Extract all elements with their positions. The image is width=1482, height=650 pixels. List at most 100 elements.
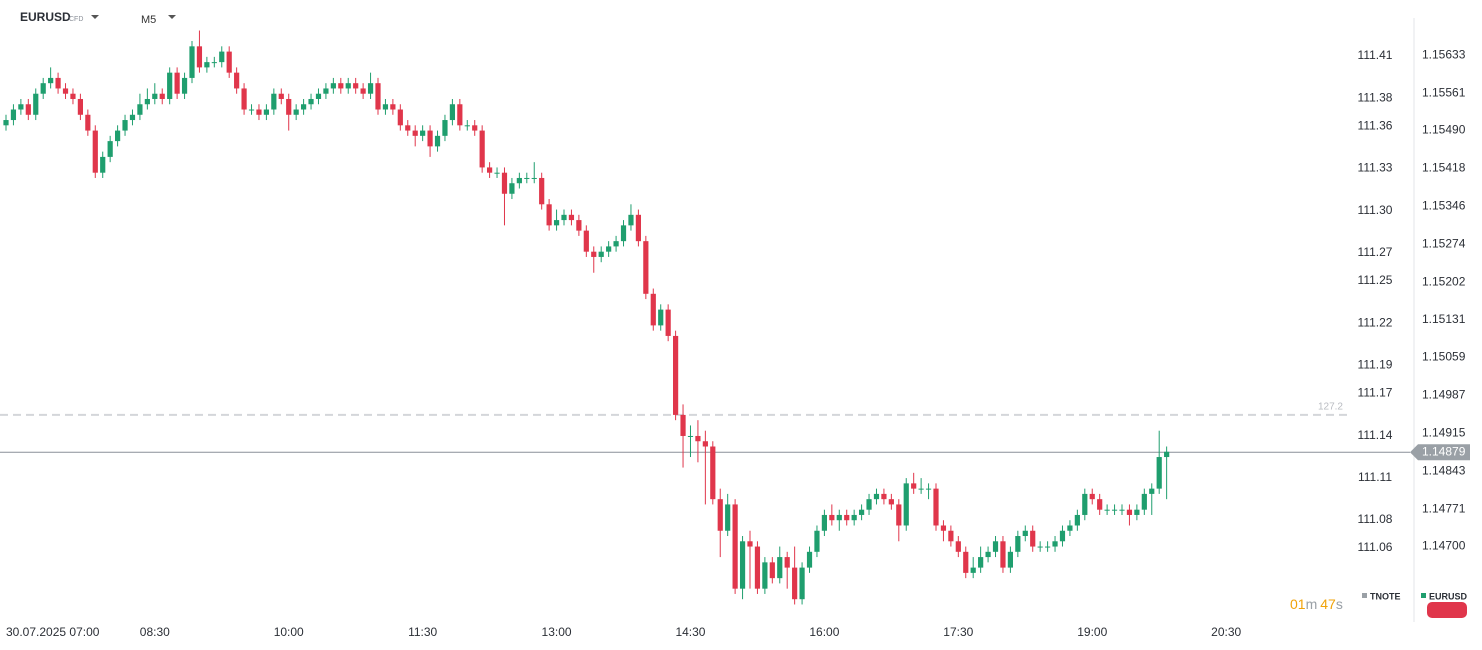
candle-body xyxy=(806,551,813,568)
y-tick-label: 1.14915 xyxy=(1422,426,1466,440)
candle-body xyxy=(1074,514,1080,526)
candle-body xyxy=(248,109,255,111)
candle-body xyxy=(531,177,537,179)
candle-body xyxy=(687,435,694,437)
candle-body xyxy=(420,130,426,136)
candle-body xyxy=(278,93,284,99)
candle-body xyxy=(479,130,485,168)
y-tick-label: 1.15346 xyxy=(1422,199,1466,213)
candle-body xyxy=(665,309,671,336)
candle-body xyxy=(330,83,336,89)
candle-body xyxy=(1089,493,1095,500)
y-tick-label: 1.14700 xyxy=(1422,539,1466,553)
candle-body xyxy=(955,541,961,552)
reference-label: 127.2 xyxy=(1318,402,1343,413)
candle-body xyxy=(457,104,463,126)
x-tick-label: 14:30 xyxy=(675,625,705,639)
candle-body xyxy=(516,177,522,184)
candle-body xyxy=(866,499,872,510)
candle-body xyxy=(509,183,515,194)
candle-body xyxy=(710,446,716,500)
y2-tick-label: 111.17 xyxy=(1358,386,1393,400)
candle-body xyxy=(613,241,619,247)
candle-body xyxy=(293,109,299,115)
x-tick-label: 20:30 xyxy=(1211,625,1241,639)
countdown-seconds: 47 xyxy=(1320,596,1336,612)
candle-body xyxy=(152,93,158,99)
countdown-minutes-unit: m xyxy=(1306,596,1318,612)
timeframe-dropdown[interactable] xyxy=(168,15,176,19)
candle-body xyxy=(524,177,530,179)
candle-body xyxy=(174,72,180,94)
candle-body xyxy=(777,557,783,579)
candle-body xyxy=(568,214,575,221)
candle-body xyxy=(427,130,433,147)
candle-body xyxy=(1111,509,1118,511)
candle-body xyxy=(367,83,374,94)
candle-body xyxy=(606,246,612,252)
candle-body xyxy=(978,557,984,568)
candle-body xyxy=(256,109,262,115)
symbol-dropdown[interactable] xyxy=(91,15,99,19)
candle-body xyxy=(583,230,589,252)
candle-body xyxy=(129,114,136,121)
candle-body xyxy=(598,251,604,257)
candle-body xyxy=(397,109,403,126)
candle-body xyxy=(829,514,835,521)
candle-body xyxy=(315,93,322,99)
candle-body xyxy=(189,46,195,78)
y2-tick-label: 111.22 xyxy=(1358,315,1393,329)
legend-swatch xyxy=(1421,593,1426,598)
candle-body xyxy=(725,504,731,531)
candle-body xyxy=(844,514,850,521)
candle-body xyxy=(635,214,641,242)
y2-tick-label: 111.30 xyxy=(1358,203,1393,217)
x-tick-label: 13:00 xyxy=(542,625,572,639)
candle-body xyxy=(196,46,203,68)
candle-body xyxy=(62,88,69,94)
candle-body xyxy=(851,514,857,521)
candle-body xyxy=(754,546,761,589)
candle-body xyxy=(940,525,947,531)
candle-body xyxy=(1067,525,1073,531)
candle-body xyxy=(769,562,775,579)
candle-body xyxy=(992,541,999,552)
y-tick-label: 1.14843 xyxy=(1422,463,1466,477)
candle-body xyxy=(55,77,61,89)
candle-body xyxy=(286,98,292,115)
candle-body xyxy=(650,293,656,326)
legend-label: TNOTE xyxy=(1370,591,1401,601)
candle-body xyxy=(137,104,143,115)
candle-body xyxy=(1104,509,1110,511)
candle-body xyxy=(1141,493,1147,510)
candle-body xyxy=(92,130,98,173)
candle-body xyxy=(591,251,597,257)
candle-body xyxy=(1059,530,1066,542)
candle-body xyxy=(628,214,634,226)
candle-body xyxy=(115,130,121,142)
x-tick-label: 10:00 xyxy=(274,625,304,639)
y-tick-label: 1.15418 xyxy=(1422,161,1466,175)
candle-body xyxy=(762,562,768,589)
timeframe[interactable]: M5 xyxy=(141,14,156,26)
last-price-label: 1.14879 xyxy=(1422,444,1466,458)
candle-body xyxy=(70,93,76,99)
candle-body xyxy=(658,309,664,326)
candle-body xyxy=(405,125,411,131)
y-tick-label: 1.15490 xyxy=(1422,123,1466,137)
legend-toggle[interactable] xyxy=(1427,602,1467,618)
y2-tick-label: 111.38 xyxy=(1358,90,1393,104)
candle-body xyxy=(1022,530,1028,537)
candle-body xyxy=(100,156,106,173)
candle-body xyxy=(859,509,865,515)
candle-body xyxy=(918,488,924,490)
candle-body xyxy=(271,93,277,110)
candle-body xyxy=(792,567,798,600)
y-tick-label: 1.15633 xyxy=(1422,47,1466,61)
y2-tick-label: 111.27 xyxy=(1358,245,1393,259)
symbol[interactable]: EURUSD xyxy=(20,10,71,24)
candle-body xyxy=(821,514,827,531)
candle-body xyxy=(836,514,842,521)
candle-body xyxy=(390,104,396,110)
